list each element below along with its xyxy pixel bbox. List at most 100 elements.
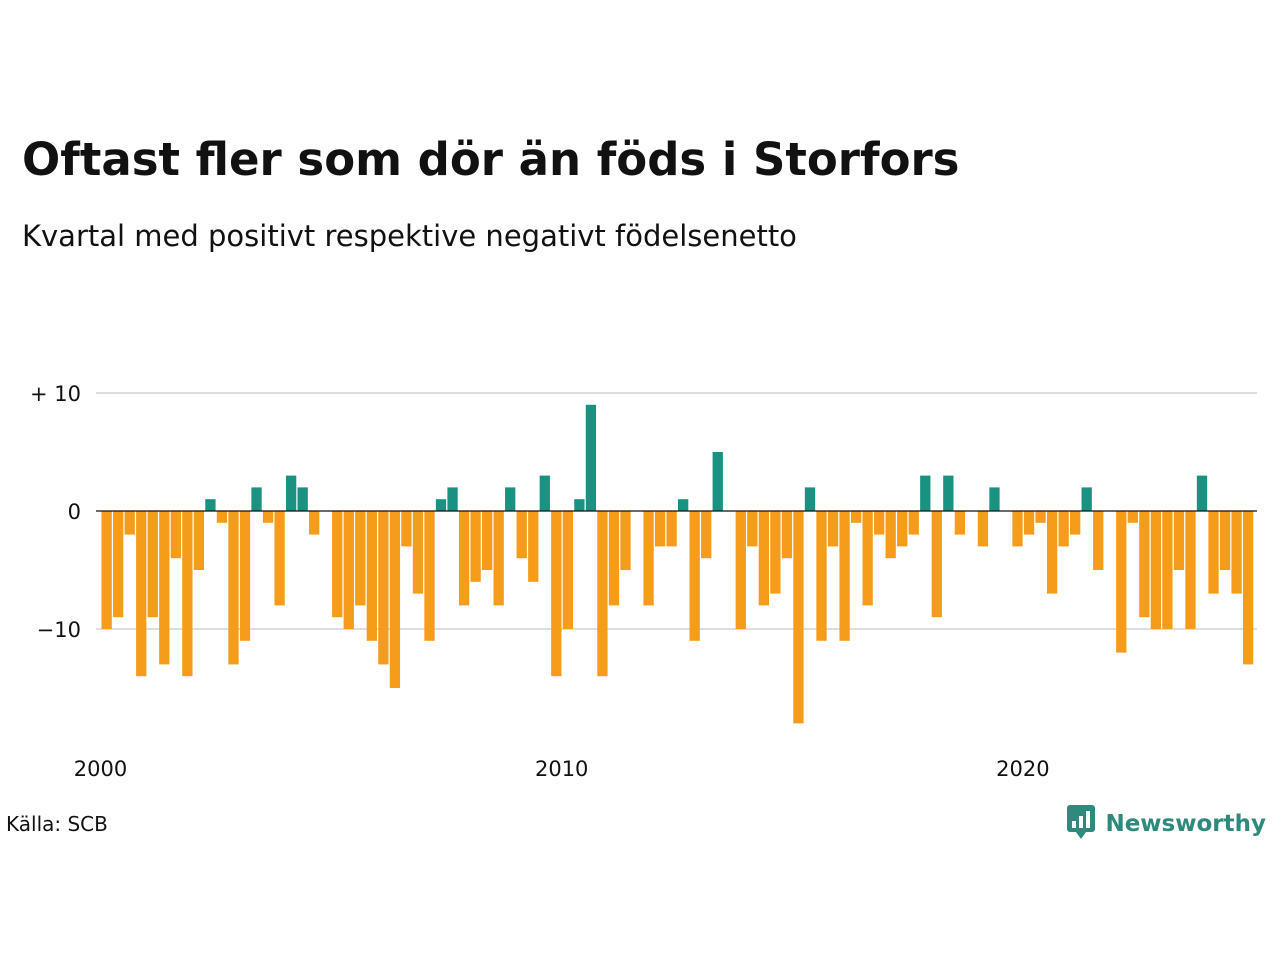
bar-positive [585, 404, 597, 511]
bar-positive [989, 487, 1000, 511]
bar-positive [1196, 475, 1208, 511]
bar-negative [977, 511, 989, 547]
bar-negative [389, 511, 401, 688]
bar-negative [689, 511, 700, 641]
x-axis-labels: 2000 2010 2020 [74, 757, 1050, 781]
bar-negative [620, 511, 631, 570]
bar-positive [447, 487, 458, 511]
bar-negative [216, 511, 228, 523]
bar-negative [793, 511, 804, 724]
bar-positive [920, 475, 931, 511]
bar-negative [551, 511, 562, 677]
y-tick-label: −10 [37, 618, 81, 642]
bar-negative [1162, 511, 1173, 629]
bar-negative [239, 511, 251, 641]
bar-negative [862, 511, 873, 606]
bar-negative [1046, 511, 1058, 594]
bar-negative [101, 511, 112, 629]
bar-negative [781, 511, 793, 559]
bar-negative [643, 511, 654, 606]
brand-logo: Newsworthy [1066, 804, 1266, 844]
bar-positive [712, 452, 723, 511]
bar-negative [850, 511, 862, 523]
bar-positive [251, 487, 262, 511]
newsworthy-chart-icon [1066, 804, 1096, 844]
bar-negative [954, 511, 966, 535]
bar-negative [1127, 511, 1138, 523]
bar-chart: + 10 0 −10 2000 2010 2020 [30, 382, 1257, 781]
source-note: Källa: SCB [6, 812, 108, 836]
bar-negative [608, 511, 620, 606]
bar-negative [839, 511, 850, 641]
bar-negative [1116, 511, 1127, 653]
bar-positive [205, 499, 216, 511]
bars [101, 404, 1254, 724]
bar-negative [262, 511, 274, 523]
bar-negative [885, 511, 896, 559]
bar-negative [136, 511, 147, 677]
bar-positive [943, 475, 954, 511]
bar-negative [1058, 511, 1069, 547]
x-tick-label: 2020 [996, 757, 1049, 781]
bar-negative [1231, 511, 1242, 594]
bar-negative [1012, 511, 1023, 547]
bar-negative [735, 511, 746, 629]
bar-positive [574, 499, 585, 511]
bar-negative [1173, 511, 1185, 570]
bar-negative [228, 511, 239, 665]
bar-negative [1035, 511, 1046, 523]
bar-positive [1081, 487, 1092, 511]
bar-negative [758, 511, 770, 606]
bar-negative [309, 511, 320, 535]
bar-positive [678, 499, 689, 511]
bar-negative [274, 511, 285, 606]
bar-negative [562, 511, 573, 629]
bar-positive [505, 487, 516, 511]
bar-negative [908, 511, 919, 535]
bar-negative [1150, 511, 1162, 629]
bar-negative [332, 511, 343, 618]
bar-negative [193, 511, 205, 570]
chart-title: Oftast fler som dör än föds i Storfors [22, 133, 960, 186]
bar-positive [285, 475, 297, 511]
bar-negative [874, 511, 885, 535]
bar-negative [827, 511, 839, 547]
bar-negative [816, 511, 827, 641]
chart-subtitle: Kvartal med positivt respektive negativt… [22, 219, 797, 253]
y-tick-label: + 10 [30, 382, 81, 406]
bar-negative [597, 511, 608, 677]
bar-negative [493, 511, 504, 606]
bar-negative [424, 511, 435, 641]
bar-negative [412, 511, 424, 594]
bar-negative [147, 511, 158, 618]
bar-negative [366, 511, 377, 641]
bar-negative [113, 511, 124, 618]
bar-negative [481, 511, 493, 570]
bar-negative [378, 511, 389, 665]
bar-negative [747, 511, 758, 547]
bar-negative [170, 511, 181, 559]
bar-negative [182, 511, 193, 677]
bar-positive [539, 475, 550, 511]
bar-negative [931, 511, 942, 618]
bar-negative [355, 511, 366, 606]
bar-negative [1208, 511, 1219, 594]
bar-negative [1242, 511, 1254, 665]
bar-negative [666, 511, 677, 547]
bar-negative [1093, 511, 1104, 570]
bar-negative [528, 511, 539, 582]
x-tick-label: 2010 [535, 757, 588, 781]
bar-negative [701, 511, 712, 559]
brand-name: Newsworthy [1105, 811, 1266, 837]
bar-negative [1023, 511, 1035, 535]
bar-negative [897, 511, 908, 547]
y-axis-labels: + 10 0 −10 [30, 382, 81, 642]
bar-negative [1139, 511, 1150, 618]
bar-negative [401, 511, 412, 547]
bar-negative [343, 511, 354, 629]
gridlines [96, 392, 1257, 630]
bar-negative [654, 511, 666, 547]
bar-negative [516, 511, 527, 559]
bar-negative [1219, 511, 1231, 570]
y-tick-label: 0 [68, 500, 81, 524]
